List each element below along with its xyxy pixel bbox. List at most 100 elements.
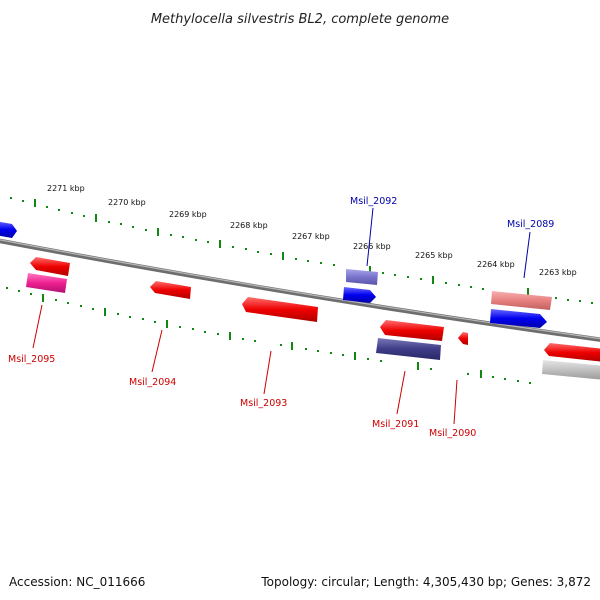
dot xyxy=(482,288,484,290)
kbp-label: 2271 kbp xyxy=(47,184,85,193)
dot xyxy=(380,360,382,362)
dot xyxy=(257,251,259,253)
gene-msil-2089[interactable] xyxy=(490,309,547,328)
dot xyxy=(342,354,344,356)
gene-label-forward[interactable]: Msil_2092 xyxy=(350,196,397,207)
dot xyxy=(117,313,119,315)
dot xyxy=(145,229,147,231)
gene-label-forward[interactable]: Msil_2089 xyxy=(507,219,554,230)
dot xyxy=(320,262,322,264)
dot xyxy=(295,258,297,260)
genome-backbone xyxy=(0,238,600,342)
dot xyxy=(504,378,506,380)
dot xyxy=(254,340,256,342)
genome-title: Methylocella silvestris BL2, complete ge… xyxy=(151,12,449,27)
dot xyxy=(529,382,531,384)
dot xyxy=(154,321,156,323)
gene-msil-2090[interactable] xyxy=(458,332,468,345)
dot xyxy=(58,209,60,211)
gene-label-reverse[interactable]: Msil_2091 xyxy=(372,419,419,430)
accession-text: Accession: NC_011666 xyxy=(9,575,145,589)
forward-tick-track xyxy=(10,197,593,304)
dot xyxy=(317,350,319,352)
kbp-label: 2264 kbp xyxy=(477,260,515,269)
gene-label-reverse[interactable]: Msil_2090 xyxy=(429,428,476,439)
label-leader-line xyxy=(263,350,272,395)
dot xyxy=(92,308,94,310)
gene-label-reverse[interactable]: Msil_2095 xyxy=(8,354,55,365)
dot xyxy=(18,290,20,292)
dot xyxy=(207,241,209,243)
dot xyxy=(567,299,569,301)
label-leader-line xyxy=(32,304,43,349)
dot xyxy=(129,316,131,318)
dot xyxy=(245,248,247,250)
label-leader-line xyxy=(523,231,531,279)
dot xyxy=(333,264,335,266)
genome-summary-text: Topology: circular; Length: 4,305,430 bp… xyxy=(260,575,591,589)
dot xyxy=(305,348,307,350)
dot xyxy=(10,197,12,199)
dot xyxy=(204,331,206,333)
gene-msil-2092[interactable] xyxy=(346,269,378,285)
dot xyxy=(280,344,282,346)
dot xyxy=(6,287,8,289)
dot xyxy=(492,376,494,378)
kbp-label: 2265 kbp xyxy=(415,251,453,260)
gene-feature[interactable] xyxy=(544,343,600,362)
kbp-label: 2270 kbp xyxy=(108,198,146,207)
dot xyxy=(307,260,309,262)
dot xyxy=(192,328,194,330)
label-leader-line xyxy=(453,379,458,425)
kbp-label: 2266 kbp xyxy=(353,242,391,251)
dot xyxy=(217,333,219,335)
dot xyxy=(367,358,369,360)
gene-label-reverse[interactable]: Msil_2094 xyxy=(129,377,176,388)
dot xyxy=(179,326,181,328)
genome-backbone-highlight xyxy=(0,239,600,340)
dot xyxy=(55,299,57,301)
dot xyxy=(467,373,469,375)
dot xyxy=(142,318,144,320)
forward-genes xyxy=(0,221,552,328)
gene-feature[interactable] xyxy=(491,291,552,310)
dot xyxy=(430,368,432,370)
dot xyxy=(270,253,272,255)
gene-feature[interactable] xyxy=(0,221,17,238)
dot xyxy=(420,278,422,280)
label-leader-line xyxy=(151,329,163,373)
dot xyxy=(71,212,73,214)
kbp-label: 2268 kbp xyxy=(230,221,268,230)
gene-msil-2093[interactable] xyxy=(242,297,318,322)
gene-feature[interactable] xyxy=(343,287,376,303)
dot xyxy=(555,297,557,299)
dot xyxy=(170,234,172,236)
dot xyxy=(330,352,332,354)
dot xyxy=(382,272,384,274)
gene-feature[interactable] xyxy=(542,360,600,380)
gene-feature[interactable] xyxy=(30,257,70,276)
gene-label-reverse[interactable]: Msil_2093 xyxy=(240,398,287,409)
dot xyxy=(30,293,32,295)
gene-msil-2091[interactable] xyxy=(376,338,441,360)
dot xyxy=(470,286,472,288)
kbp-label: 2267 kbp xyxy=(292,232,330,241)
dot xyxy=(517,380,519,382)
dot xyxy=(120,223,122,225)
dot xyxy=(591,302,593,304)
dot xyxy=(242,338,244,340)
gene-msil-2095[interactable] xyxy=(26,273,67,293)
label-leader-line xyxy=(396,370,406,415)
dot xyxy=(108,221,110,223)
dot xyxy=(80,305,82,307)
dot xyxy=(445,282,447,284)
dot xyxy=(195,239,197,241)
gene-msil-2094[interactable] xyxy=(150,281,191,299)
kbp-label: 2263 kbp xyxy=(539,268,577,277)
kbp-label: 2269 kbp xyxy=(169,210,207,219)
gene-feature[interactable] xyxy=(380,320,444,341)
dot xyxy=(132,226,134,228)
kbp-labels: 2271 kbp 2270 kbp 2269 kbp 2268 kbp 2267… xyxy=(47,184,577,277)
dot xyxy=(579,300,581,302)
